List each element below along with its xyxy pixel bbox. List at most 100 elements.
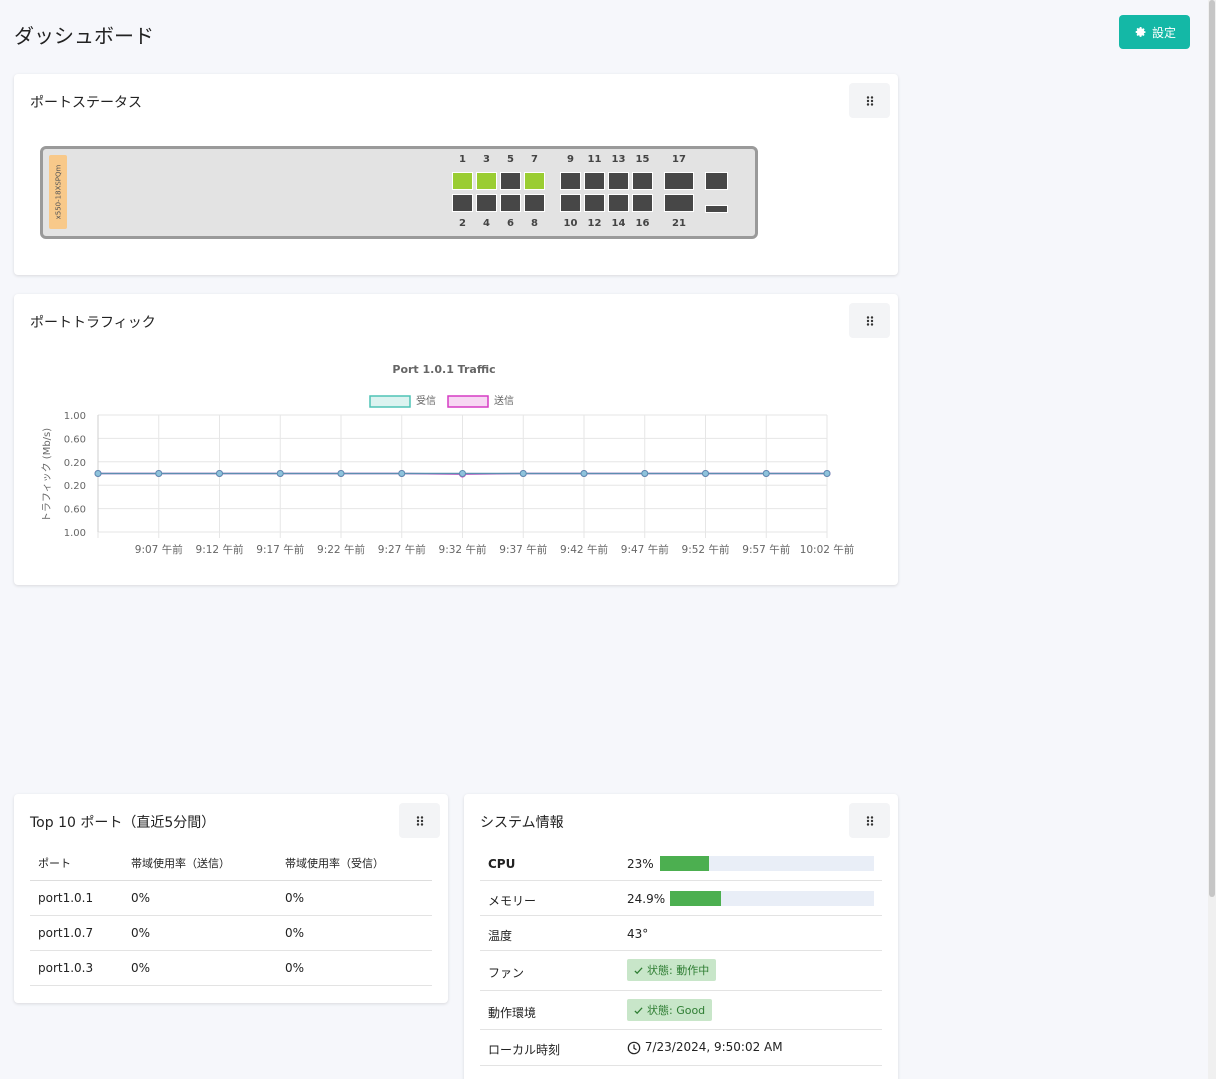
port-15[interactable] xyxy=(632,172,653,190)
table-row[interactable]: port1.0.3 0% 0% xyxy=(30,950,432,986)
check-icon xyxy=(634,1006,643,1014)
port-number-label: 1 xyxy=(459,154,466,165)
table-row[interactable]: port1.0.7 0% 0% xyxy=(30,915,432,951)
top10-table: ポート 帯域使用率（送信） 帯域使用率（受信） port1.0.1 0% 0% … xyxy=(30,846,432,986)
data-point[interactable] xyxy=(823,470,831,477)
column-header: 帯域使用率（受信） xyxy=(277,846,432,881)
cpu-row: CPU 23% xyxy=(480,846,882,881)
data-point[interactable] xyxy=(398,470,406,477)
port-traffic-title: ポートトラフィック xyxy=(30,315,156,331)
port-17[interactable] xyxy=(664,172,694,190)
legend-swatch[interactable] xyxy=(369,395,411,408)
port-8[interactable] xyxy=(524,194,545,212)
table-cell: 0% xyxy=(123,880,277,916)
port-number-label: 14 xyxy=(611,218,626,229)
port-11[interactable] xyxy=(584,172,605,190)
port-13[interactable] xyxy=(608,172,629,190)
data-point[interactable] xyxy=(580,470,588,477)
port-7[interactable] xyxy=(524,172,545,190)
port-4[interactable] xyxy=(476,194,497,212)
port-10[interactable] xyxy=(560,194,581,212)
port-3[interactable] xyxy=(476,172,497,190)
port-status-card: ポートステータス x550-18XSPQm 1 2 3 4 5 6 7 8 9 10 11 12 13 1… xyxy=(14,74,898,275)
x-tick-label: 9:17 午前 xyxy=(256,543,304,556)
x-tick-label: 9:57 午前 xyxy=(742,543,790,556)
port-status-menu-button[interactable] xyxy=(849,83,890,118)
memory-label: メモリー xyxy=(488,894,537,908)
environment-status-text: 状態: Good xyxy=(647,1004,706,1017)
scrollbar-thumb[interactable] xyxy=(1209,0,1215,897)
port-traffic-card: ポートトラフィック Port 1.0.1 Traffic 受信 送信 1.00 0.… xyxy=(14,294,898,585)
model-label: x550-18XSPQm xyxy=(54,164,63,220)
cpu-bar-fill xyxy=(660,856,710,871)
port-9[interactable] xyxy=(560,172,581,190)
top10-menu-button[interactable] xyxy=(399,803,440,838)
port-number-label: 3 xyxy=(483,154,490,165)
y-tick-label: 1.00 xyxy=(64,528,86,539)
port-1[interactable] xyxy=(452,172,473,190)
data-point[interactable] xyxy=(459,470,466,477)
uplink-port[interactable] xyxy=(705,205,728,213)
data-point[interactable] xyxy=(155,470,163,477)
table-cell: port1.0.3 xyxy=(30,950,123,986)
port-number-label: 21 xyxy=(672,218,686,229)
port-number-label: 5 xyxy=(507,154,514,165)
memory-bar-track xyxy=(670,891,874,906)
port-5[interactable] xyxy=(500,172,521,190)
switch-faceplate: x550-18XSPQm 1 2 3 4 5 6 7 8 9 10 11 12 13 14 15 16 17 21 xyxy=(40,146,758,239)
port-number-label: 16 xyxy=(635,218,650,229)
port-6[interactable] xyxy=(500,194,521,212)
y-tick-label: 0.60 xyxy=(64,434,86,445)
environment-label: 動作環境 xyxy=(488,1006,537,1020)
x-tick-label: 9:27 午前 xyxy=(378,543,426,556)
traffic-chart: Port 1.0.1 Traffic 受信 送信 1.00 0.60 0.20 0.20… xyxy=(41,363,854,556)
port-number-label: 10 xyxy=(563,218,578,229)
legend-label[interactable]: 受信 xyxy=(416,395,436,407)
port-14[interactable] xyxy=(608,194,629,212)
port-21[interactable] xyxy=(664,194,694,212)
legend-label[interactable]: 送信 xyxy=(494,394,514,407)
x-tick-label: 9:07 午前 xyxy=(135,543,183,556)
data-point[interactable] xyxy=(641,470,649,477)
data-point[interactable] xyxy=(337,470,345,477)
system-info-title: システム情報 xyxy=(480,815,564,831)
page-title: ダッシュボード xyxy=(14,26,154,48)
column-header: ポート xyxy=(30,846,123,881)
table-header-row: ポート 帯域使用率（送信） 帯域使用率（受信） xyxy=(30,846,432,881)
check-icon xyxy=(634,966,643,974)
local-time-row: ローカル時刻 7/23/2024, 9:50:02 AM xyxy=(480,1030,882,1066)
data-point[interactable] xyxy=(276,470,284,477)
x-tick-label: 9:12 午前 xyxy=(196,543,244,556)
table-cell: 0% xyxy=(277,880,432,916)
data-point[interactable] xyxy=(519,470,527,477)
memory-row: メモリー 24.9% xyxy=(480,881,882,916)
cpu-label: CPU xyxy=(488,857,516,871)
port-number-label: 2 xyxy=(459,218,466,229)
port-traffic-menu-button[interactable] xyxy=(849,303,890,338)
port-number-label: 7 xyxy=(531,154,538,165)
legend-swatch[interactable] xyxy=(447,395,489,408)
local-time-text: 7/23/2024, 9:50:02 AM xyxy=(644,1040,783,1054)
data-point[interactable] xyxy=(94,470,102,477)
port-number-label: 8 xyxy=(531,218,538,229)
drag-handle-icon xyxy=(416,815,423,826)
port-12[interactable] xyxy=(584,194,605,212)
table-row[interactable]: port1.0.1 0% 0% xyxy=(30,880,432,916)
uplink-port[interactable] xyxy=(705,172,728,190)
drag-handle-icon xyxy=(866,315,873,326)
port-16[interactable] xyxy=(632,194,653,212)
x-tick-label: 9:42 午前 xyxy=(560,543,608,556)
drag-handle-icon xyxy=(866,815,873,826)
data-point[interactable] xyxy=(216,470,223,477)
port-number-label: 9 xyxy=(567,154,574,165)
port-number-label: 17 xyxy=(672,154,686,165)
clock-icon xyxy=(627,1041,641,1054)
port-number-label: 12 xyxy=(587,218,602,229)
data-point[interactable] xyxy=(702,470,709,477)
settings-button[interactable]: 設定 xyxy=(1119,15,1190,49)
table-cell: port1.0.1 xyxy=(30,880,123,916)
table-cell: 0% xyxy=(277,950,432,986)
system-info-menu-button[interactable] xyxy=(849,803,890,838)
port-2[interactable] xyxy=(452,194,473,212)
data-point[interactable] xyxy=(762,470,770,477)
